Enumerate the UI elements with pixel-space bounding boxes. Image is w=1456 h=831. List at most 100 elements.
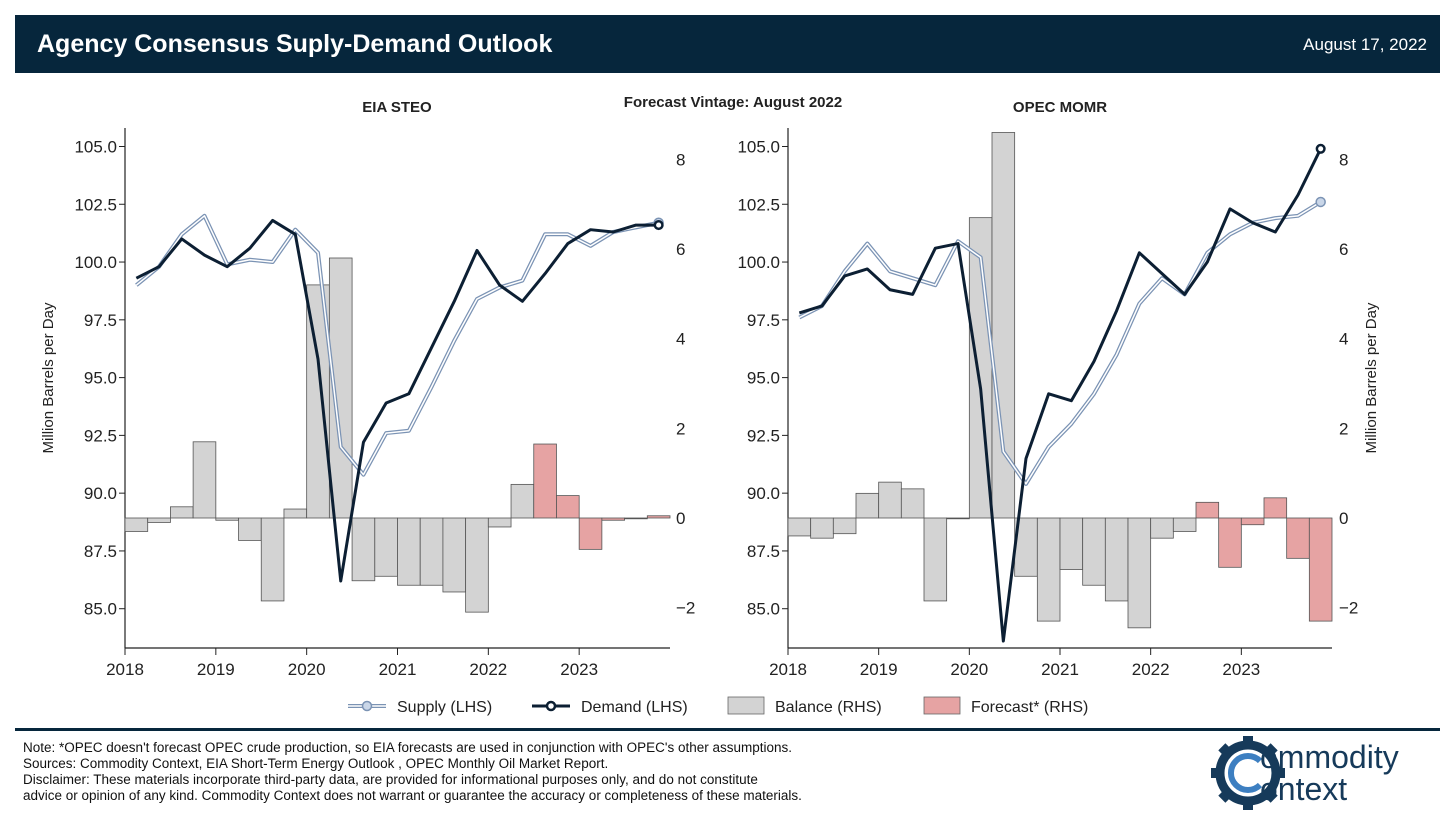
left-tick-label: 102.5 [737,195,780,214]
left-tick-label: 105.0 [737,137,780,156]
chart-subtitle: Forecast Vintage: August 2022 [624,94,842,111]
forecast-bar [1308,517,1333,622]
page-title: Agency Consensus Suply-Demand Outlook [37,30,553,58]
x-tick-label: 2019 [860,660,898,679]
right-tick-label: 6 [1339,240,1348,259]
supply-line [135,213,660,477]
left-tick-label: 95.0 [84,369,117,388]
forecast-bar [1263,497,1288,519]
right-tick-label: −2 [676,599,695,618]
forecast-bar [1240,517,1265,526]
balance-bar [923,517,948,602]
gear-icon [1211,736,1285,810]
notes-block: Note: *OPEC doesn't forecast OPEC crude … [23,740,802,804]
y-axis-title: Million Barrels per Day [40,302,57,453]
balance-bar [810,517,834,539]
forecast-bar [1218,517,1242,568]
commodity-context-logo: ommodity ontext [1210,733,1440,813]
forecast-bar [556,495,580,519]
balance-bar [147,517,171,523]
right-tick-label: 2 [1339,419,1348,438]
left-tick-label: 97.5 [84,311,117,330]
left-tick-label: 92.5 [747,426,780,445]
chart-title: OPEC MOMR [1013,99,1107,116]
disclaimer-text-2: advice or opinion of any kind. Commodity… [23,788,802,803]
supply-line-inner [135,215,659,476]
demand-end-marker [1315,143,1326,154]
balance-bar [1082,517,1106,586]
balance-bar [1059,517,1084,570]
balance-bar [419,517,444,586]
demand-line [798,148,1323,643]
legend-supply: Supply (LHS) [348,699,492,716]
x-tick-label: 2021 [1041,660,1079,679]
chart-title: EIA STEO [362,99,432,116]
legend-forecast-label: Forecast* (RHS) [971,699,1088,716]
balance-bar [1036,517,1061,622]
balance-bar [510,483,535,519]
right-tick-label: 2 [676,419,685,438]
balance-bar [832,517,857,535]
legend: Supply (LHS) Demand (LHS) Balance (RHS) … [348,696,1088,716]
x-tick-label: 2023 [1222,660,1260,679]
legend-demand-label: Demand (LHS) [581,699,688,716]
balance-bar [351,517,376,582]
balance-bar [260,517,285,602]
forecast-bar [1195,501,1220,519]
left-tick-label: 85.0 [84,600,117,619]
x-tick-label: 2018 [106,660,144,679]
balance-bar [946,517,970,520]
right-tick-label: 0 [1339,509,1348,528]
x-tick-label: 2022 [469,660,507,679]
left-tick-label: 105.0 [74,137,117,156]
balance-bar [124,517,149,532]
balance-bar [283,508,308,519]
right-tick-label: 8 [676,150,685,169]
supply-end-marker [1315,196,1326,208]
balance-bar [1150,517,1174,539]
logo-line-1: ommodity [1260,739,1399,775]
supply-line [798,200,1322,486]
forecast-bar [646,515,671,519]
legend-supply-label: Supply (LHS) [397,699,492,716]
x-tick-label: 2021 [379,660,417,679]
demand-line [135,218,659,583]
balance-bar [170,506,194,519]
x-tick-label: 2018 [769,660,807,679]
chart-panel-1: EIA STEO Million Barrels per Day 105.0 102.… [40,99,695,679]
sources-text: Sources: Commodity Context, EIA Short-Te… [23,756,609,771]
right-tick-label: −2 [1339,599,1358,618]
balance-bar [238,517,262,541]
legend-balance: Balance (RHS) [727,696,882,716]
forecast-bar [578,517,603,550]
right-tick-label: 0 [676,509,685,528]
left-tick-label: 100.0 [74,253,117,272]
left-tick-label: 100.0 [737,253,780,272]
y-axis-title: Million Barrels per Day [1363,302,1380,453]
right-tick-label: 4 [676,330,685,349]
left-tick-label: 92.5 [84,426,117,445]
forecast-bar [533,443,557,519]
chart-panel-2: OPEC MOMR Million Barrels per Day 105.0 102… [737,99,1380,679]
demand-end-marker [653,220,664,231]
balance-bar [465,517,489,613]
left-tick-label: 87.5 [747,542,780,561]
left-tick-label: 95.0 [747,369,780,388]
x-tick-label: 2020 [950,660,988,679]
left-tick-label: 90.0 [747,484,780,503]
header-bar: Agency Consensus Suply-Demand Outlook Au… [15,15,1440,73]
supply-line-inner [798,201,1322,485]
right-tick-label: 6 [676,240,685,259]
balance-bar [855,492,880,519]
balance-bar [192,441,217,519]
balance-bar [1127,517,1152,629]
charts-area: Forecast Vintage: August 2022 Supply (LH… [40,94,1380,716]
footer-divider [15,728,1440,731]
left-tick-label: 90.0 [84,484,117,503]
left-tick-label: 87.5 [84,542,117,561]
balance-bar [991,132,1016,519]
logo-line-2: ontext [1260,771,1348,807]
legend-forecast: Forecast* (RHS) [923,696,1088,716]
balance-bar [374,517,398,577]
balance-bar [1104,517,1129,602]
